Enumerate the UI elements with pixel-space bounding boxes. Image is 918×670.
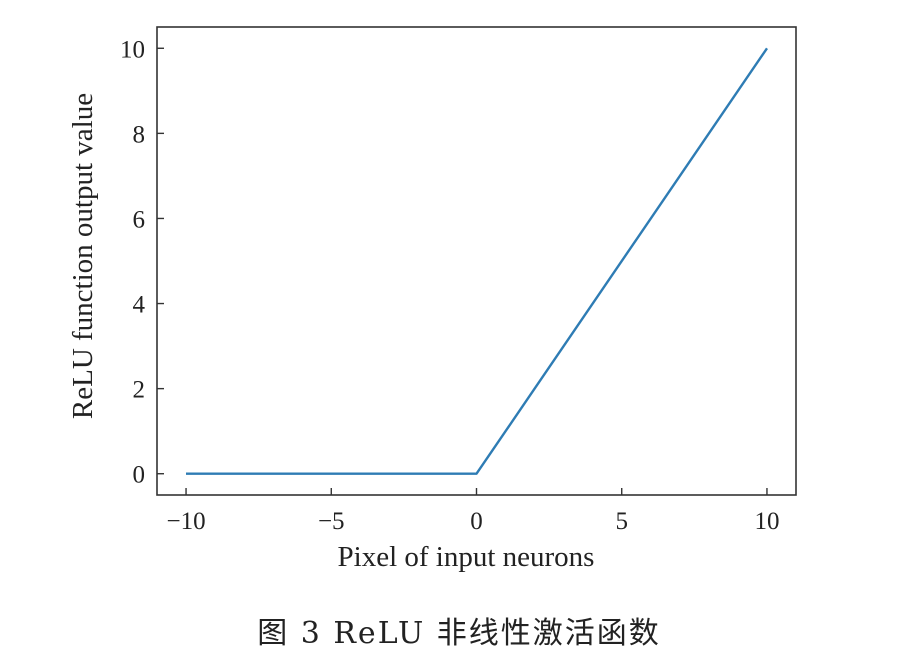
x-axis-label: Pixel of input neurons bbox=[338, 541, 595, 573]
y-axis-label: ReLU function output value bbox=[67, 93, 99, 419]
y-tick-label: 6 bbox=[133, 206, 146, 233]
x-tick-label: 5 bbox=[615, 508, 628, 535]
relu-series-line bbox=[186, 47, 768, 475]
y-tick-label: 2 bbox=[133, 377, 146, 404]
x-tick-label: −5 bbox=[318, 508, 345, 535]
series-layer bbox=[186, 47, 768, 475]
x-tick-label: −10 bbox=[166, 508, 205, 535]
y-tick-label: 10 bbox=[120, 36, 145, 63]
y-tick-label: 4 bbox=[133, 292, 146, 319]
x-tick-label: 0 bbox=[470, 508, 483, 535]
x-axis-ticks: −10 −5 0 5 10 bbox=[166, 488, 779, 535]
y-axis-ticks: 0 2 4 6 8 10 bbox=[120, 36, 164, 489]
y-tick-label: 8 bbox=[133, 121, 146, 148]
relu-chart: −10 −5 0 5 10 0 2 4 6 8 10 Pixel of input neurons… bbox=[67, 26, 797, 573]
y-tick-label: 0 bbox=[133, 462, 146, 489]
plot-frame bbox=[156, 26, 797, 496]
x-tick-label: 10 bbox=[754, 508, 779, 535]
figure-caption: 图 3 ReLU 非线性激活函数 bbox=[257, 616, 661, 651]
